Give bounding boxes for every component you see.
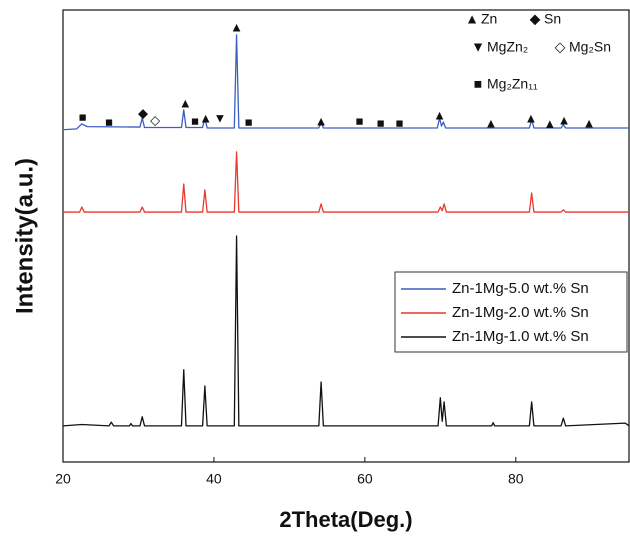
series-line bbox=[62, 34, 629, 131]
phase-key-label: Mg₂Sn bbox=[569, 39, 611, 55]
phase-key-label: Sn bbox=[544, 11, 561, 27]
phase-marker: ▲ bbox=[543, 116, 556, 131]
phase-marker: ■ bbox=[245, 114, 253, 129]
phase-key-symbol: ◇ bbox=[555, 39, 566, 55]
legend-label: Zn-1Mg-2.0 wt.% Sn bbox=[452, 304, 589, 321]
phase-marker: ▼ bbox=[214, 110, 227, 125]
legend-box bbox=[394, 271, 628, 353]
y-axis-label: Intensity(a.u.) bbox=[11, 158, 38, 314]
phase-marker: ▲ bbox=[524, 110, 537, 125]
phase-key-symbol: ▲ bbox=[465, 11, 479, 27]
legend-label: Zn-1Mg-1.0 wt.% Sn bbox=[452, 328, 589, 345]
plot-frame bbox=[62, 9, 630, 463]
phase-marker: ■ bbox=[105, 114, 113, 129]
phase-key-symbol: ▼ bbox=[471, 39, 485, 55]
legend-label: Zn-1Mg-5.0 wt.% Sn bbox=[452, 280, 589, 297]
phase-key-symbol: ◆ bbox=[530, 11, 541, 27]
phase-marker: ■ bbox=[356, 114, 364, 129]
phase-key-symbol: ■ bbox=[474, 76, 482, 92]
series-line bbox=[62, 235, 630, 427]
phase-marker: ▲ bbox=[583, 115, 596, 130]
phase-marker: ■ bbox=[377, 115, 385, 130]
phase-marker: ■ bbox=[191, 114, 199, 129]
x-tick-label: 80 bbox=[508, 471, 524, 487]
legend: Zn-1Mg-5.0 wt.% Sn Zn-1Mg-2.0 wt.% Sn Zn-1… bbox=[394, 271, 628, 353]
phase-marker: ■ bbox=[79, 109, 87, 124]
phase-marker: ▲ bbox=[433, 108, 446, 123]
phase-key-label: Mg₂Zn₁₁ bbox=[487, 76, 538, 92]
x-axis-label: 2Theta(Deg.) bbox=[279, 507, 412, 532]
series-line bbox=[63, 151, 629, 213]
phase-marker: ▲ bbox=[199, 110, 212, 125]
phase-marker: ■ bbox=[396, 115, 404, 130]
phase-marker: ◇ bbox=[150, 113, 160, 128]
x-tick-label: 60 bbox=[357, 471, 373, 487]
x-tick-label: 40 bbox=[206, 471, 222, 487]
phase-marker: ◆ bbox=[138, 105, 148, 120]
phase-key-label: MgZn₂ bbox=[487, 39, 528, 55]
phase-marker: ▲ bbox=[230, 20, 243, 35]
phase-key-label: Zn bbox=[481, 11, 497, 27]
phase-marker: ▲ bbox=[484, 115, 497, 130]
phase-marker: ▲ bbox=[558, 113, 571, 128]
phase-marker: ▲ bbox=[179, 95, 192, 110]
x-tick-label: 20 bbox=[55, 471, 71, 487]
phase-marker: ▲ bbox=[315, 114, 328, 129]
